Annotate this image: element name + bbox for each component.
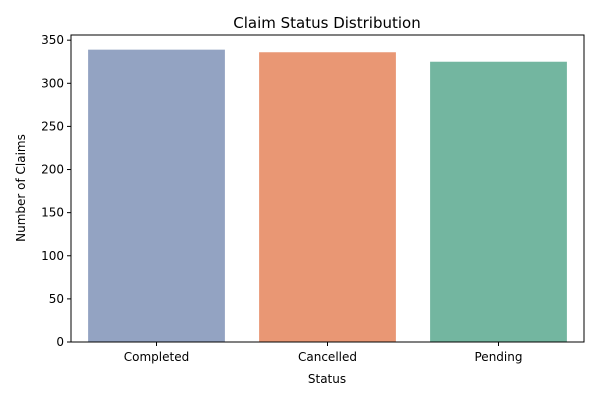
bar-completed <box>88 49 225 343</box>
y-axis-label: Number of Claims <box>14 134 28 242</box>
y-tick-label: 0 <box>56 335 64 349</box>
x-axis-ticks: Completed Cancelled Pending <box>124 342 523 364</box>
bar-pending <box>430 61 567 342</box>
y-tick-label: 150 <box>41 206 64 220</box>
y-tick-label: 300 <box>41 76 64 90</box>
x-tick-label: Completed <box>124 350 189 364</box>
y-tick-label: 250 <box>41 119 64 133</box>
y-axis-ticks: 0 50 100 150 200 250 300 350 <box>41 33 71 349</box>
y-tick-label: 100 <box>41 249 64 263</box>
chart-title: Claim Status Distribution <box>233 14 420 32</box>
x-tick-label: Pending <box>475 350 523 364</box>
bars <box>88 49 567 343</box>
bar-cancelled <box>259 52 396 342</box>
x-tick-label: Cancelled <box>298 350 357 364</box>
x-axis-label: Status <box>308 372 346 386</box>
plot-frame <box>70 34 585 343</box>
y-tick-label: 350 <box>41 33 64 47</box>
y-tick-label: 50 <box>49 292 64 306</box>
y-tick-label: 200 <box>41 163 64 177</box>
